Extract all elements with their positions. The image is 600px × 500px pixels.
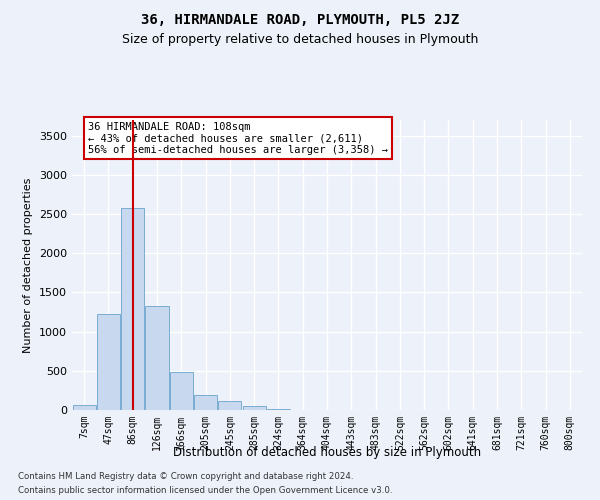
Text: Contains HM Land Registry data © Crown copyright and database right 2024.: Contains HM Land Registry data © Crown c… bbox=[18, 472, 353, 481]
Y-axis label: Number of detached properties: Number of detached properties bbox=[23, 178, 34, 352]
Bar bbox=[242, 406, 266, 410]
Text: Size of property relative to detached houses in Plymouth: Size of property relative to detached ho… bbox=[122, 32, 478, 46]
Text: 36, HIRMANDALE ROAD, PLYMOUTH, PL5 2JZ: 36, HIRMANDALE ROAD, PLYMOUTH, PL5 2JZ bbox=[141, 12, 459, 26]
Bar bbox=[267, 409, 290, 410]
Text: Contains public sector information licensed under the Open Government Licence v3: Contains public sector information licen… bbox=[18, 486, 392, 495]
Bar bbox=[97, 314, 120, 410]
Bar bbox=[218, 400, 241, 410]
Bar bbox=[170, 372, 193, 410]
Text: Distribution of detached houses by size in Plymouth: Distribution of detached houses by size … bbox=[173, 446, 481, 459]
Bar bbox=[121, 208, 144, 410]
Text: 36 HIRMANDALE ROAD: 108sqm
← 43% of detached houses are smaller (2,611)
56% of s: 36 HIRMANDALE ROAD: 108sqm ← 43% of deta… bbox=[88, 122, 388, 155]
Bar bbox=[73, 406, 95, 410]
Bar bbox=[194, 394, 217, 410]
Bar bbox=[145, 306, 169, 410]
